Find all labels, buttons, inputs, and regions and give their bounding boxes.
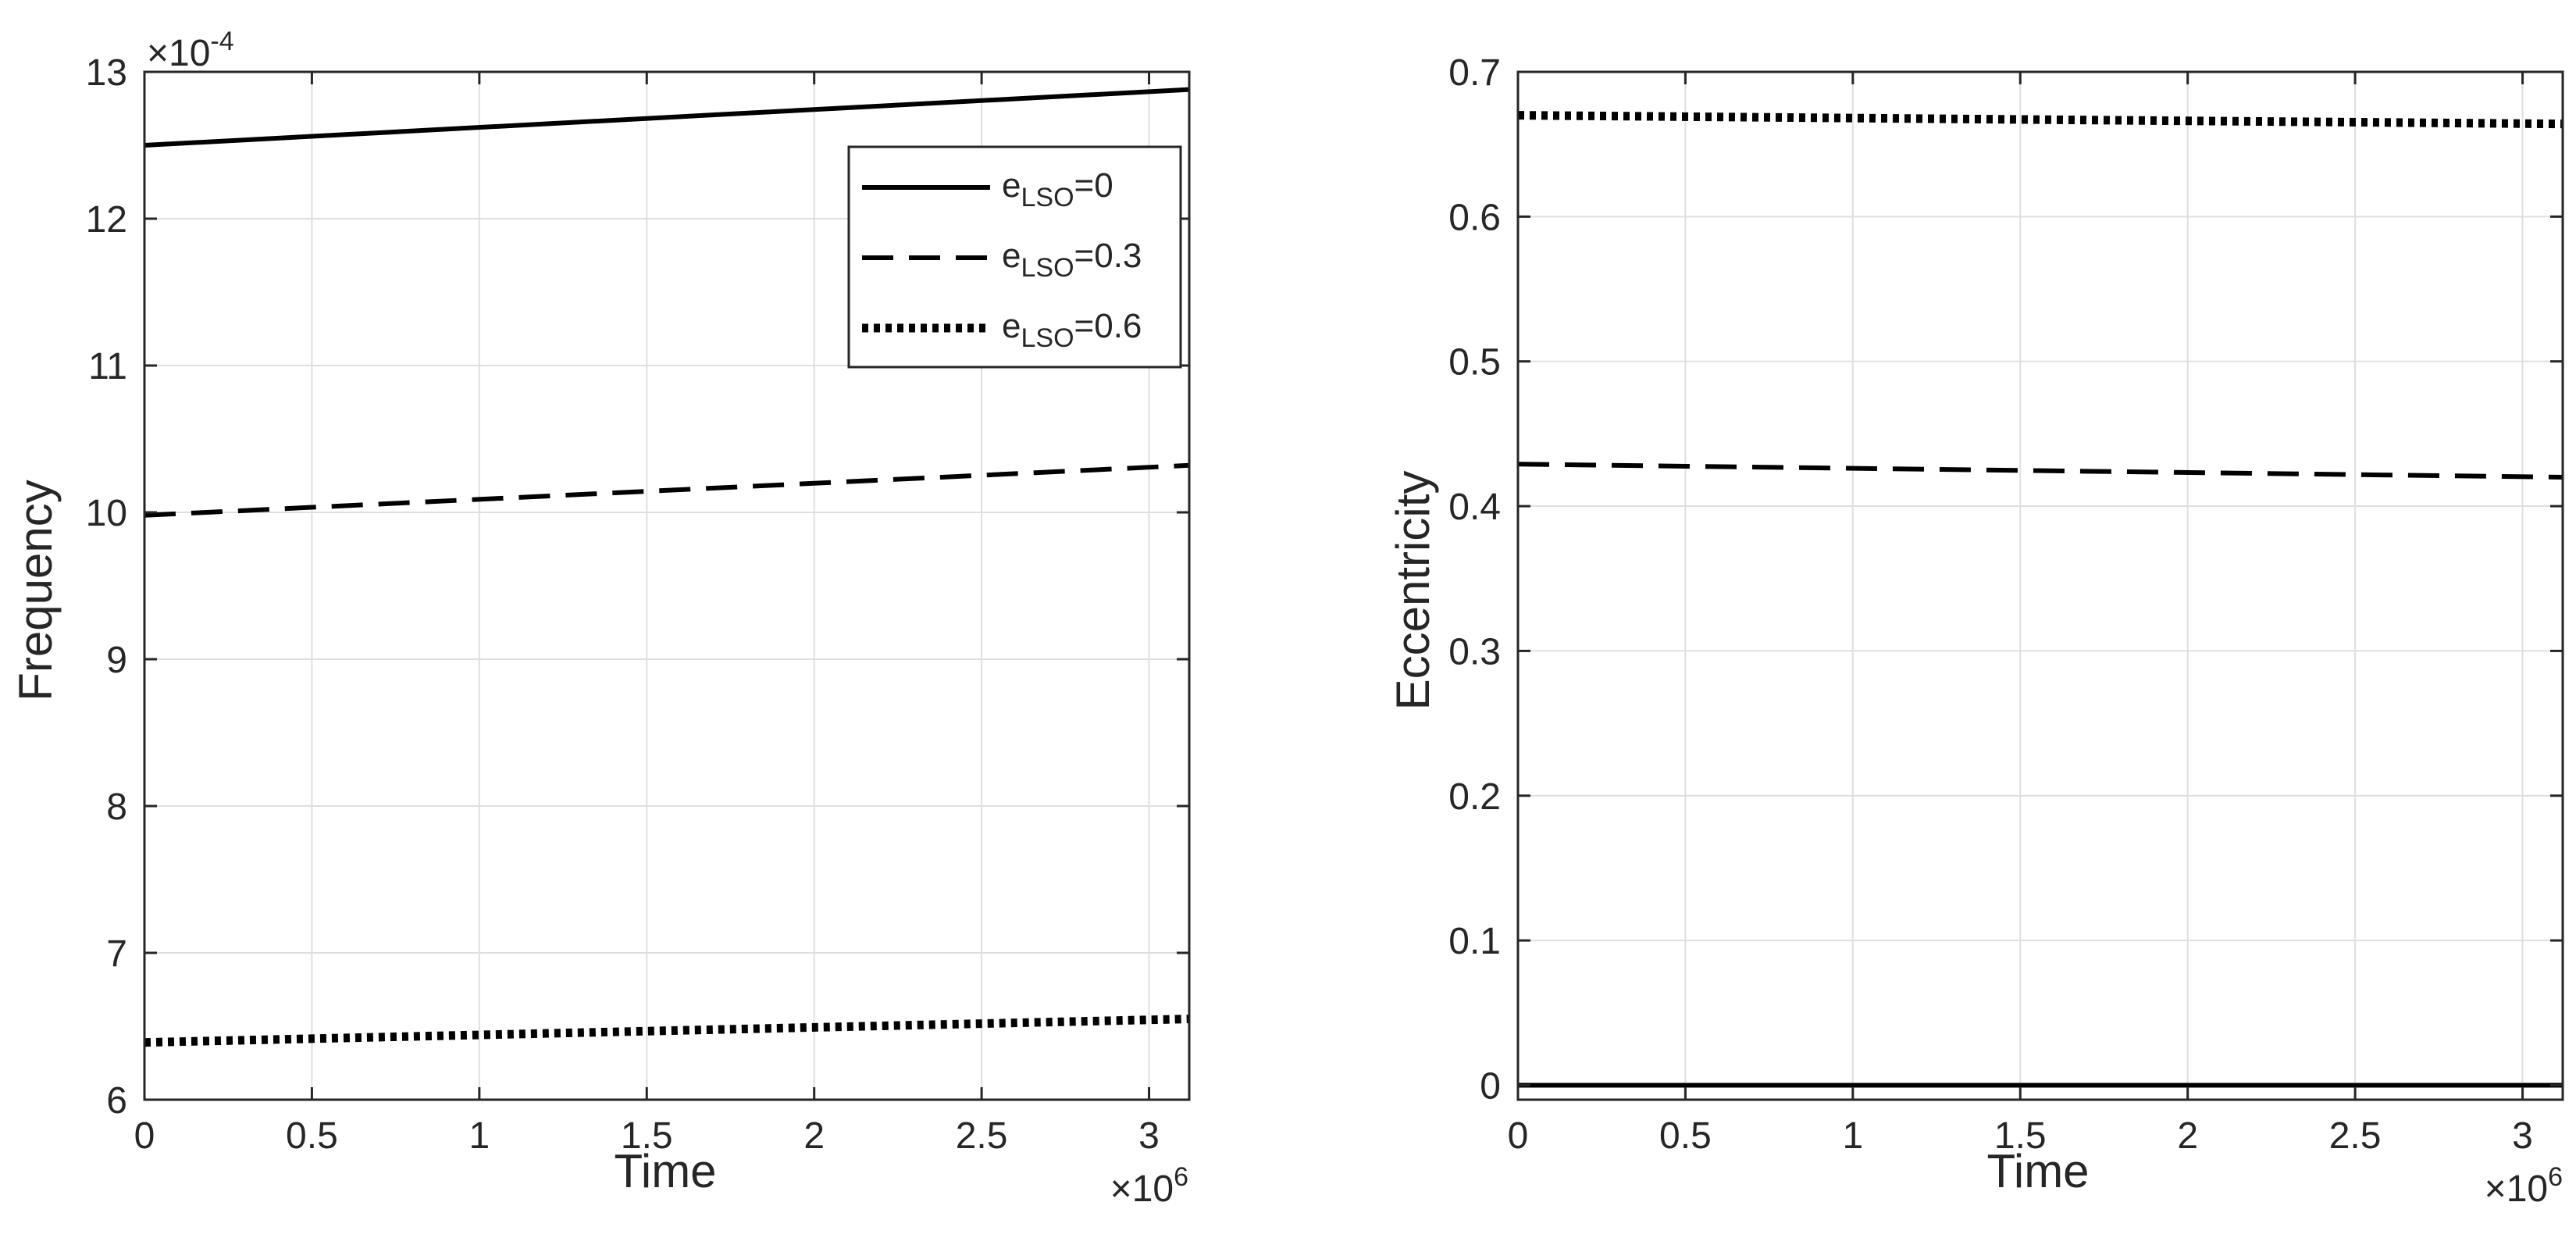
y-tick-label: 13 <box>86 52 127 94</box>
x-tick-label: 2 <box>2177 1115 2198 1157</box>
eccentricity-axes-box <box>1516 70 2564 1101</box>
frequency-x-multiplier: ×106 <box>1110 1162 1188 1210</box>
y-tick-label: 11 <box>88 346 127 387</box>
x-tick-label: 0.5 <box>286 1115 338 1157</box>
y-tick-label: 0.2 <box>1448 776 1501 818</box>
eccentricity-x-axis-label: Time <box>1986 1145 2089 1197</box>
y-tick-label: 0.3 <box>1448 631 1501 672</box>
legend-entry-e-lso-0-6: eLSO=0.6 <box>862 307 1142 353</box>
frequency-series <box>144 87 1190 1047</box>
frequency-y-axis-label: Frequency <box>9 480 62 701</box>
y-tick-label: 0.4 <box>1448 487 1501 528</box>
eccentricity-ticks: 0 0.5 1 1.5 2 2.5 3 0 0.1 0.2 0.3 0.4 0.5 0.6 0.7 <box>1448 52 2563 1157</box>
x-tick-label: 1 <box>469 1115 490 1157</box>
legend-box <box>847 145 1182 369</box>
y-tick-label: 8 <box>106 787 127 828</box>
y-tick-label: 0.7 <box>1448 52 1501 94</box>
eccentricity-series <box>1517 111 2564 1088</box>
x-tick-label: 2 <box>803 1115 825 1157</box>
y-tick-label: 0.5 <box>1448 342 1501 383</box>
x-tick-label: 0 <box>1508 1115 1529 1157</box>
series-line-solid <box>144 87 1190 148</box>
y-tick-label: 9 <box>106 640 127 681</box>
y-tick-label: 0.1 <box>1448 921 1501 962</box>
x-tick-label: 2.5 <box>956 1115 1008 1157</box>
x-tick-label: 1 <box>1842 1115 1863 1157</box>
y-tick-label: 7 <box>106 933 127 975</box>
frequency-x-axis-label: Time <box>614 1145 716 1197</box>
x-tick-label: 0.5 <box>1659 1115 1712 1157</box>
y-tick-label: 12 <box>86 199 127 241</box>
eccentricity-x-multiplier: ×106 <box>2485 1162 2563 1210</box>
eccentricity-y-axis-label: Eccentricity <box>1387 471 1439 711</box>
series-line-dashed <box>144 462 1190 518</box>
legend-label: eLSO=0.3 <box>1002 237 1142 283</box>
frequency-ticks: 0 0.5 1 1.5 2 2.5 3 6 7 8 9 10 11 12 13 <box>86 52 1189 1157</box>
x-tick-label: 2.5 <box>2329 1115 2382 1157</box>
legend-entry-e-lso-0: eLSO=0 <box>862 166 1113 212</box>
y-tick-label: 10 <box>86 493 127 534</box>
frequency-axes-box <box>143 70 1191 1101</box>
y-tick-label: 6 <box>106 1080 127 1122</box>
legend-entry-e-lso-0-3: eLSO=0.3 <box>862 237 1142 283</box>
series-line-dotted <box>1517 111 2564 129</box>
x-tick-label: 3 <box>2512 1115 2533 1157</box>
series-line-dotted <box>144 1015 1190 1047</box>
frequency-panel: 0 0.5 1 1.5 2 2.5 3 6 7 8 9 10 11 12 13 Time Frequency… <box>9 27 1191 1210</box>
series-line-dashed <box>1517 462 2564 480</box>
x-tick-label: 0 <box>134 1115 155 1157</box>
legend: eLSO=0 eLSO=0.3 eLSO=0.6 <box>847 145 1182 369</box>
x-tick-label: 1.5 <box>1994 1115 2047 1157</box>
x-tick-label: 1.5 <box>621 1115 673 1157</box>
y-tick-label: 0 <box>1480 1065 1501 1107</box>
frequency-y-multiplier: ×10-4 <box>147 27 234 74</box>
eccentricity-panel: 0 0.5 1 1.5 2 2.5 3 0 0.1 0.2 0.3 0.4 0.5 0.6 0.7 Time… <box>1387 52 2564 1210</box>
legend-label: eLSO=0 <box>1002 166 1113 212</box>
legend-label: eLSO=0.6 <box>1002 307 1142 353</box>
y-tick-label: 0.6 <box>1448 197 1501 238</box>
x-tick-label: 3 <box>1138 1115 1160 1157</box>
